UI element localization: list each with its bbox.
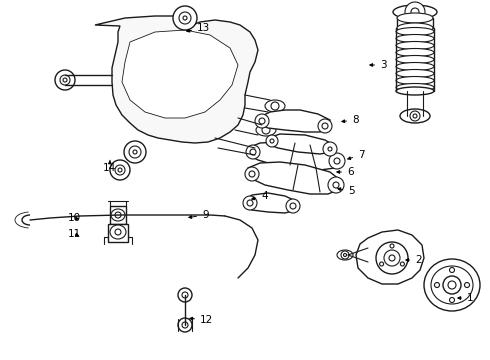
Circle shape	[286, 199, 300, 213]
Ellipse shape	[396, 77, 434, 85]
Circle shape	[380, 262, 384, 266]
Ellipse shape	[393, 5, 437, 19]
Text: 7: 7	[348, 150, 365, 160]
Text: 6: 6	[337, 167, 354, 177]
Ellipse shape	[397, 23, 433, 33]
Circle shape	[124, 141, 146, 163]
Ellipse shape	[396, 41, 434, 49]
Polygon shape	[108, 224, 128, 242]
Text: 2: 2	[406, 255, 421, 265]
Circle shape	[173, 6, 197, 30]
Circle shape	[258, 148, 266, 156]
Circle shape	[405, 2, 425, 22]
Circle shape	[60, 75, 70, 85]
Circle shape	[384, 250, 400, 266]
Circle shape	[435, 283, 440, 288]
Polygon shape	[258, 110, 330, 132]
Text: 4: 4	[252, 191, 268, 201]
Text: 10: 10	[68, 213, 81, 223]
Ellipse shape	[256, 124, 276, 136]
Ellipse shape	[337, 250, 353, 260]
Ellipse shape	[400, 109, 430, 123]
Ellipse shape	[397, 13, 433, 23]
Circle shape	[178, 318, 192, 332]
Polygon shape	[397, 18, 433, 28]
Text: 3: 3	[370, 60, 387, 70]
Circle shape	[341, 251, 349, 259]
Circle shape	[329, 153, 345, 169]
Ellipse shape	[396, 87, 434, 95]
Text: 14: 14	[103, 160, 116, 173]
Ellipse shape	[396, 49, 434, 57]
Ellipse shape	[431, 266, 473, 304]
Circle shape	[266, 135, 278, 147]
Polygon shape	[248, 162, 340, 194]
Circle shape	[400, 262, 404, 266]
Circle shape	[129, 146, 141, 158]
Circle shape	[465, 283, 469, 288]
Text: 13: 13	[187, 23, 210, 33]
Ellipse shape	[396, 35, 434, 42]
Polygon shape	[244, 193, 298, 213]
Polygon shape	[122, 30, 238, 118]
Ellipse shape	[424, 259, 480, 311]
Polygon shape	[356, 230, 424, 284]
Polygon shape	[248, 142, 340, 170]
Text: 11: 11	[68, 229, 81, 239]
Circle shape	[390, 244, 394, 248]
Circle shape	[449, 267, 455, 273]
Circle shape	[178, 288, 192, 302]
Ellipse shape	[396, 55, 434, 63]
Polygon shape	[267, 134, 335, 154]
Text: 9: 9	[189, 210, 209, 220]
Circle shape	[55, 70, 75, 90]
Text: 12: 12	[190, 315, 213, 325]
Ellipse shape	[396, 27, 434, 36]
Text: 1: 1	[458, 293, 474, 303]
Text: 8: 8	[342, 115, 359, 125]
Circle shape	[243, 196, 257, 210]
Circle shape	[245, 167, 259, 181]
Text: 5: 5	[338, 186, 355, 196]
Circle shape	[246, 145, 260, 159]
Polygon shape	[95, 16, 258, 143]
Ellipse shape	[396, 69, 434, 77]
Ellipse shape	[396, 84, 434, 91]
Circle shape	[110, 160, 130, 180]
Circle shape	[115, 165, 125, 175]
Circle shape	[318, 119, 332, 133]
Circle shape	[271, 102, 279, 110]
Ellipse shape	[252, 146, 272, 158]
Circle shape	[262, 126, 270, 134]
Circle shape	[376, 242, 408, 274]
Ellipse shape	[265, 100, 285, 112]
Circle shape	[323, 142, 337, 156]
Ellipse shape	[111, 209, 125, 221]
Circle shape	[255, 114, 269, 128]
Ellipse shape	[110, 225, 126, 239]
Polygon shape	[110, 206, 126, 224]
Circle shape	[328, 177, 344, 193]
Circle shape	[410, 111, 420, 121]
Ellipse shape	[396, 63, 434, 71]
Circle shape	[443, 276, 461, 294]
Circle shape	[449, 297, 455, 302]
Circle shape	[115, 212, 121, 218]
Circle shape	[179, 12, 191, 24]
